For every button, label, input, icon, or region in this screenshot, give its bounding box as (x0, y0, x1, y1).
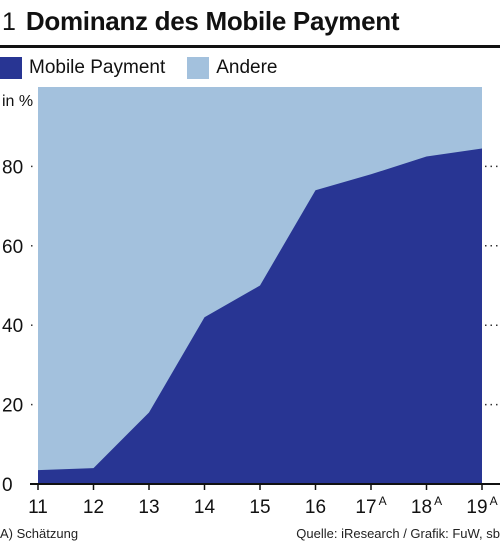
y-tick-label: 60 (2, 237, 23, 258)
legend-item-mobile-payment: Mobile Payment (0, 57, 165, 79)
legend: Mobile Payment Andere (0, 55, 300, 81)
chart-title: Dominanz des Mobile Payment (25, 6, 400, 36)
legend-label-andere: Andere (216, 57, 278, 78)
source-credit: Quelle: iResearch / Grafik: FuW, sb (296, 526, 500, 541)
x-tick-label: 16 (305, 497, 326, 518)
x-tick-label: 14 (194, 497, 216, 518)
y-tick-label: 40 (2, 316, 23, 337)
x-tick-label: 19 A (466, 494, 497, 518)
title-row: 1 Dominanz des Mobile Payment (0, 6, 400, 40)
y-tick-label: 20 (2, 396, 23, 417)
chart-area: in % 0 20 40 60 80 11 12 13 14 15 16 17 A 18 A 19 A (2, 87, 500, 518)
legend-item-andere: Andere (187, 57, 278, 79)
title-rule (0, 45, 500, 48)
x-tick-label: 12 (83, 497, 104, 518)
figure-number: 1 (2, 8, 16, 36)
footnote: A) Schätzung (0, 526, 79, 541)
x-tick-label: 18 A (411, 494, 442, 518)
legend-swatch-mobile-payment (0, 57, 22, 79)
x-tick-label: 11 (28, 497, 48, 518)
y-axis-label: in % (2, 93, 33, 110)
y-tick-label: 80 (2, 157, 23, 178)
legend-label-mobile-payment: Mobile Payment (29, 57, 166, 78)
area-mobile-payment (38, 148, 482, 484)
y-tick-label: 0 (2, 475, 13, 496)
x-tick-label: 17 A (355, 494, 386, 518)
x-tick-label: 13 (138, 497, 159, 518)
legend-swatch-andere (187, 57, 210, 79)
x-tick-label: 15 (249, 497, 270, 518)
